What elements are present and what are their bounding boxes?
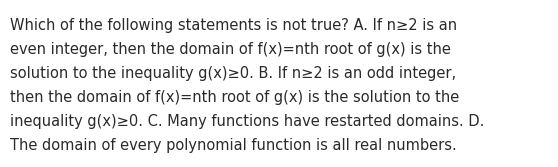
Text: The domain of every polynomial function is all real numbers.: The domain of every polynomial function …: [10, 138, 457, 153]
Text: Which of the following statements is not true? A. If n≥2 is an: Which of the following statements is not…: [10, 18, 457, 33]
Text: inequality g(x)≥0. C. Many functions have restarted domains. D.: inequality g(x)≥0. C. Many functions hav…: [10, 114, 484, 129]
Text: even integer, then the domain of f(x)=nth root of g(x) is the: even integer, then the domain of f(x)=nt…: [10, 42, 451, 57]
Text: then the domain of f(x)=nth root of g(x) is the solution to the: then the domain of f(x)=nth root of g(x)…: [10, 90, 459, 105]
Text: solution to the inequality g(x)≥0. B. If n≥2 is an odd integer,: solution to the inequality g(x)≥0. B. If…: [10, 66, 456, 81]
